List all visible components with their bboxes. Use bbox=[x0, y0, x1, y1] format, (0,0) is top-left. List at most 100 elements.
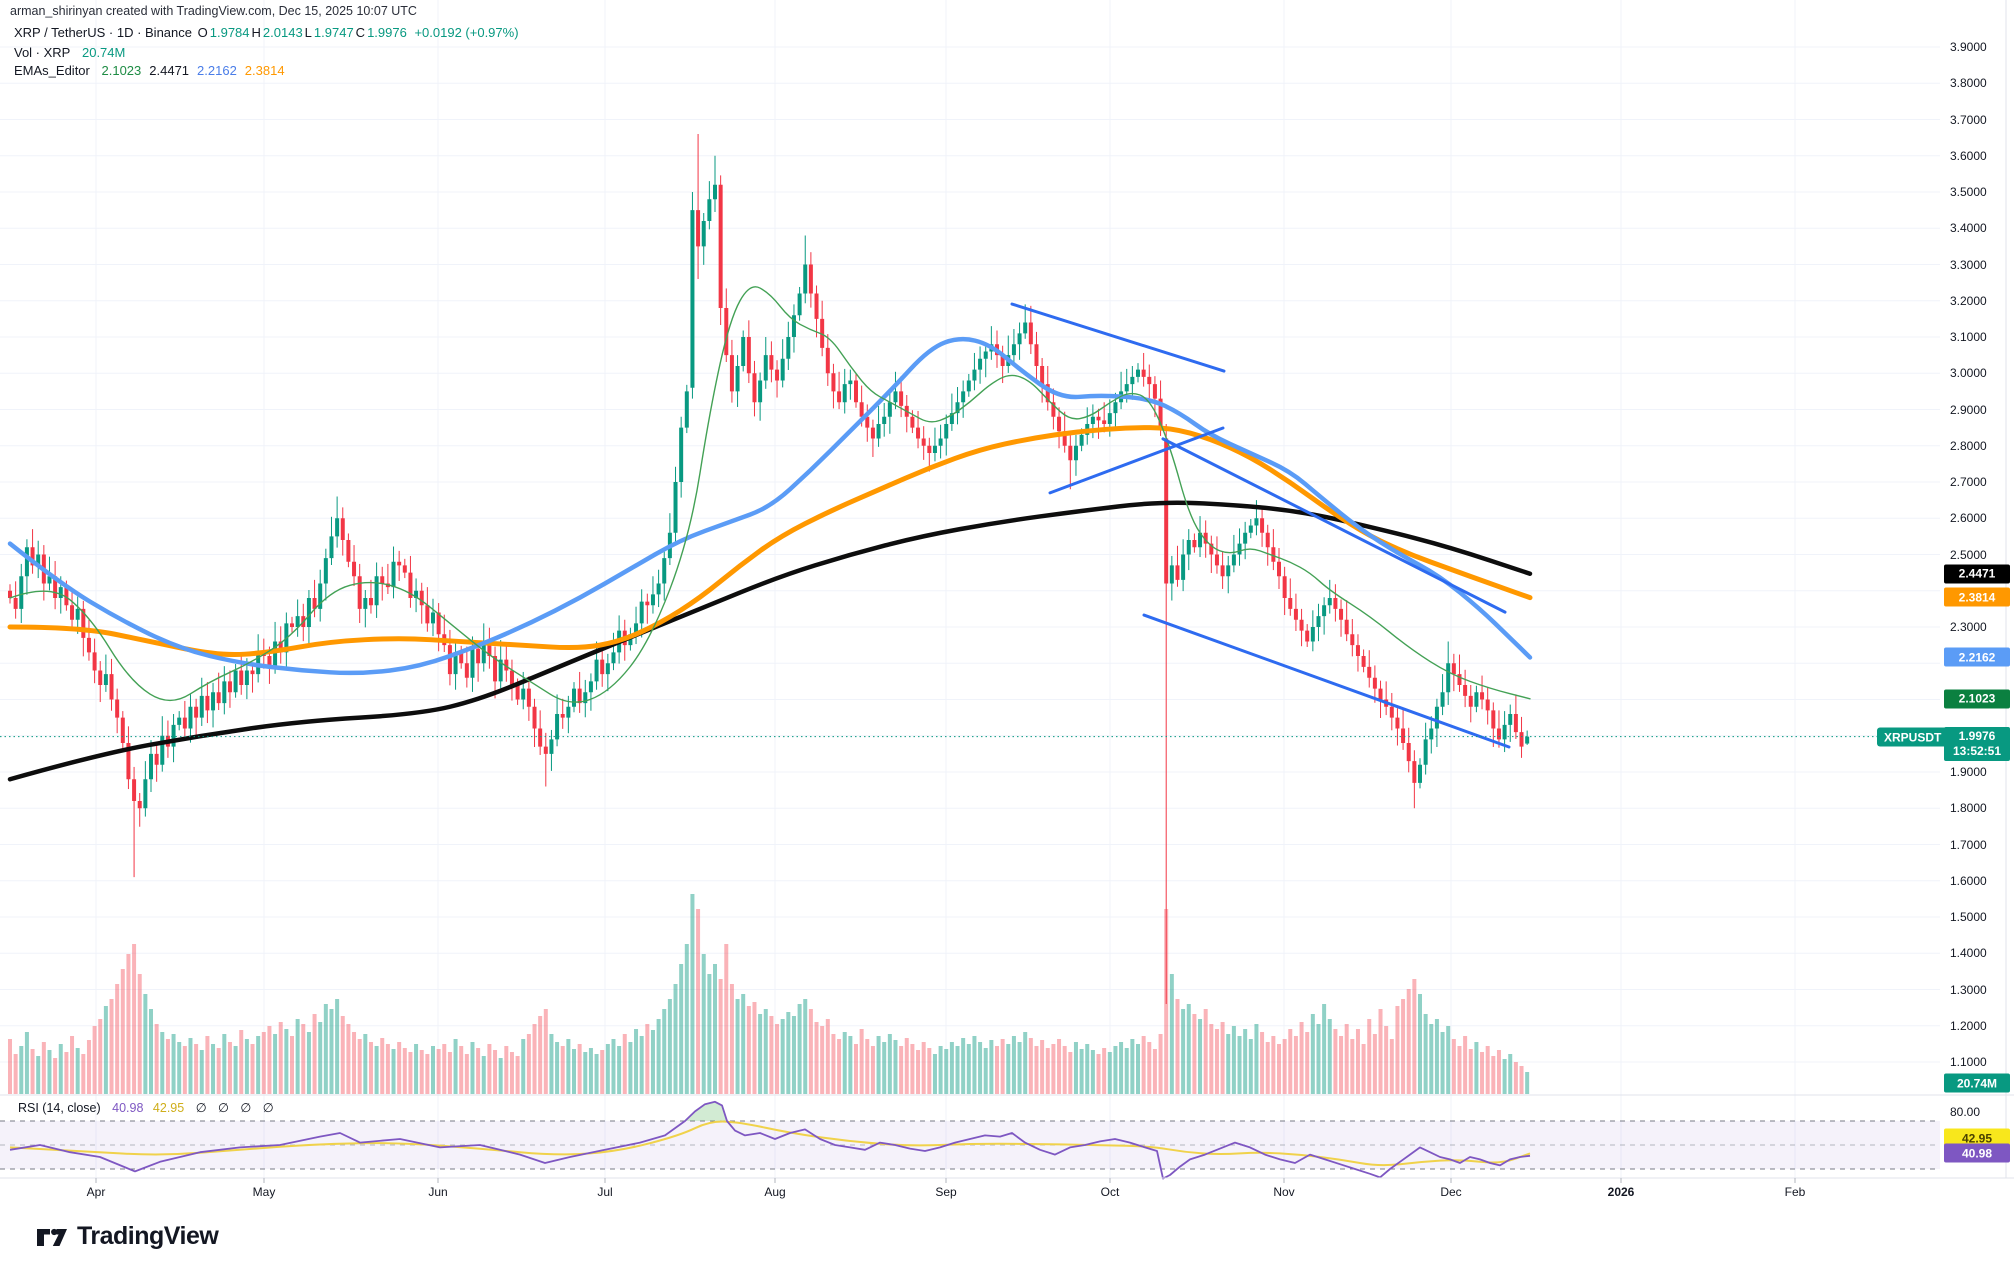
volume-bar bbox=[205, 1036, 210, 1094]
volume-bar bbox=[532, 1024, 537, 1094]
price-axis-label: 2.9000 bbox=[1950, 402, 1987, 417]
volume-bar bbox=[588, 1048, 593, 1094]
volume-bar bbox=[910, 1044, 915, 1094]
candle-body bbox=[1175, 565, 1180, 580]
volume-bar bbox=[120, 969, 125, 1094]
candle-body bbox=[244, 670, 249, 685]
ma-black-value-badge: 2.4471 bbox=[1944, 564, 2010, 584]
candle-body bbox=[1248, 525, 1253, 533]
volume-bar bbox=[701, 954, 706, 1094]
candle-body bbox=[1525, 736, 1530, 744]
volume-bar bbox=[419, 1050, 424, 1094]
candle-body bbox=[1152, 384, 1157, 399]
ohlc-number: 1.9747 bbox=[313, 25, 354, 40]
candle-body bbox=[966, 380, 971, 392]
volume-bar bbox=[1288, 1029, 1293, 1094]
volume-bar bbox=[650, 1030, 655, 1094]
candle-body bbox=[1322, 605, 1327, 617]
candle-body bbox=[1107, 413, 1112, 424]
volume-bar bbox=[572, 1049, 576, 1094]
candle-body bbox=[171, 724, 176, 747]
time-axis-label: Oct bbox=[1100, 1185, 1120, 1199]
emas-legend-row[interactable]: EMAs_Editor 2.1023 2.4471 2.2162 2.3814 bbox=[14, 63, 289, 78]
price-axis-label: 2.6000 bbox=[1950, 511, 1987, 526]
volume-bar bbox=[966, 1044, 971, 1094]
candle-body bbox=[120, 717, 125, 743]
candle-body bbox=[882, 416, 887, 424]
volume-bar bbox=[1051, 1044, 1056, 1094]
time-axis-label: Nov bbox=[1273, 1185, 1295, 1199]
candle-body bbox=[983, 351, 988, 359]
trendline-drawings[interactable] bbox=[1010, 302, 1511, 749]
candle-body bbox=[1519, 732, 1524, 747]
volume-bar bbox=[1339, 1036, 1344, 1094]
candle-body bbox=[1057, 416, 1062, 432]
volume-bar bbox=[617, 1046, 622, 1094]
volume-bar bbox=[323, 1004, 328, 1094]
volume-bar bbox=[41, 1042, 46, 1094]
candle-body bbox=[335, 518, 340, 537]
volume-bar bbox=[1141, 1036, 1146, 1094]
candle-body bbox=[1068, 445, 1073, 461]
candle-body bbox=[639, 601, 644, 624]
candle-body bbox=[746, 337, 751, 374]
candle-body bbox=[769, 355, 774, 370]
candle-body bbox=[1203, 532, 1208, 544]
volume-bar bbox=[775, 1024, 780, 1094]
volume-bar bbox=[746, 1006, 751, 1094]
volume-bar bbox=[1378, 1009, 1383, 1094]
volume-bar bbox=[1485, 1046, 1490, 1094]
rsi-ma-value-badge: 42.95 bbox=[1944, 1128, 2010, 1148]
volume-bar bbox=[1429, 1024, 1434, 1094]
volume-bar bbox=[64, 1052, 69, 1094]
candle-body bbox=[1198, 532, 1203, 548]
trendline[interactable] bbox=[1048, 426, 1225, 495]
volume-bar bbox=[696, 909, 701, 1094]
volume-bar bbox=[103, 1006, 108, 1094]
volume-bar bbox=[53, 1058, 58, 1094]
candle-body bbox=[115, 699, 120, 718]
volume-bar bbox=[921, 1042, 926, 1094]
trendline[interactable] bbox=[1010, 302, 1226, 373]
volume-bar bbox=[1237, 1036, 1242, 1094]
candle-body bbox=[1288, 598, 1293, 609]
candle-body bbox=[1316, 616, 1321, 627]
price-axis-label: 3.9000 bbox=[1950, 40, 1987, 54]
volume-bar bbox=[673, 984, 678, 1094]
volume-bar bbox=[1293, 1036, 1298, 1094]
candle-body bbox=[1361, 656, 1366, 667]
volume-bar bbox=[515, 1056, 520, 1094]
candle-body bbox=[1209, 543, 1214, 555]
candle-body bbox=[1496, 728, 1501, 740]
trendline[interactable] bbox=[1161, 437, 1507, 614]
candle-body bbox=[865, 416, 870, 428]
price-axis-label: 2.3000 bbox=[1950, 620, 1987, 634]
candle-body bbox=[594, 659, 599, 682]
candle-body bbox=[408, 572, 413, 598]
volume-bar bbox=[521, 1039, 526, 1094]
trendline[interactable] bbox=[1142, 613, 1511, 749]
volume-bar bbox=[1181, 1009, 1186, 1094]
volume-legend-row[interactable]: Vol · XRP 20.74M bbox=[14, 45, 127, 60]
tradingview-logo[interactable]: TradingView bbox=[36, 1222, 219, 1251]
volume-bar bbox=[402, 1048, 407, 1094]
volume-bar bbox=[318, 1022, 323, 1094]
volume-value: 20.74M bbox=[81, 45, 126, 60]
volume-bar bbox=[1434, 1019, 1439, 1094]
volume-bar bbox=[306, 1032, 311, 1094]
volume-bar bbox=[769, 1016, 774, 1094]
volume-bar bbox=[165, 1039, 170, 1094]
volume-bar bbox=[1220, 1022, 1225, 1094]
candle-body bbox=[81, 608, 86, 638]
rsi-legend-row[interactable]: RSI (14, close) 40.98 42.95 ∅ ∅ ∅ ∅ bbox=[18, 1100, 278, 1115]
symbol-legend-row[interactable]: XRP / TetherUS · 1D · Binance O 1.9784 H 2.… bbox=[14, 25, 521, 40]
candle-body bbox=[543, 746, 548, 754]
candle-body bbox=[600, 659, 605, 675]
candle-body bbox=[718, 184, 723, 308]
volume-bar bbox=[1034, 1046, 1039, 1094]
price-axis-label: 3.4000 bbox=[1950, 221, 1987, 236]
volume-bar bbox=[1023, 1032, 1028, 1094]
volume-bar bbox=[1463, 1036, 1468, 1094]
price-axis-label: 3.1000 bbox=[1950, 330, 1987, 344]
